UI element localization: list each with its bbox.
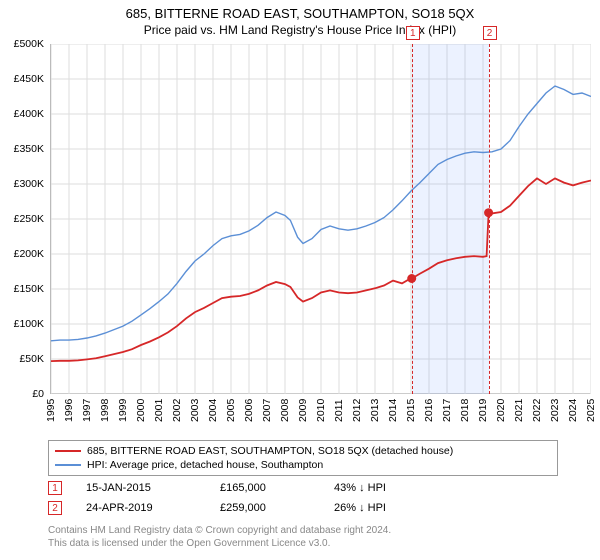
marker-row: 2 24-APR-2019 £259,000 26% ↓ HPI [48, 498, 558, 518]
series-svg [51, 44, 591, 394]
legend-label: HPI: Average price, detached house, Sout… [87, 459, 323, 471]
x-tick-label: 2006 [243, 399, 255, 422]
legend-row: HPI: Average price, detached house, Sout… [55, 458, 551, 472]
x-tick-label: 2014 [387, 399, 399, 422]
x-tick-label: 2020 [495, 399, 507, 422]
x-tick-label: 1996 [63, 399, 75, 422]
marker-dots [407, 208, 493, 283]
x-tick-label: 2022 [531, 399, 543, 422]
x-axis-labels: 1995199619971998199920002001200220032004… [50, 396, 590, 436]
legend-swatch [55, 450, 81, 452]
x-tick-label: 1997 [81, 399, 93, 422]
plot-area: 12 [50, 44, 590, 394]
x-tick-label: 2015 [405, 399, 417, 422]
marker-row-flag: 2 [48, 501, 62, 515]
x-tick-label: 2018 [459, 399, 471, 422]
marker-row-price: £165,000 [220, 482, 310, 494]
legend-label: 685, BITTERNE ROAD EAST, SOUTHAMPTON, SO… [87, 445, 453, 457]
x-tick-label: 2024 [567, 399, 579, 422]
marker-row-date: 15-JAN-2015 [86, 482, 196, 494]
footnote-line2: This data is licensed under the Open Gov… [48, 537, 391, 550]
y-tick-label: £400K [14, 108, 44, 120]
y-tick-label: £0 [32, 388, 44, 400]
y-axis-labels: £0£50K£100K£150K£200K£250K£300K£350K£400… [0, 44, 48, 394]
legend: 685, BITTERNE ROAD EAST, SOUTHAMPTON, SO… [48, 440, 558, 476]
marker-row-date: 24-APR-2019 [86, 502, 196, 514]
marker-row-flag: 1 [48, 481, 62, 495]
x-tick-label: 2016 [423, 399, 435, 422]
y-tick-label: £450K [14, 73, 44, 85]
x-tick-label: 2013 [369, 399, 381, 422]
marker-row-price: £259,000 [220, 502, 310, 514]
x-tick-label: 2003 [189, 399, 201, 422]
x-tick-label: 2025 [585, 399, 597, 422]
series-line-property [51, 178, 591, 361]
legend-row: 685, BITTERNE ROAD EAST, SOUTHAMPTON, SO… [55, 444, 551, 458]
x-tick-label: 1995 [45, 399, 57, 422]
x-tick-label: 2008 [279, 399, 291, 422]
chart-container: 685, BITTERNE ROAD EAST, SOUTHAMPTON, SO… [0, 0, 600, 560]
marker-flag: 2 [483, 26, 497, 40]
y-tick-label: £50K [19, 353, 44, 365]
x-tick-label: 2010 [315, 399, 327, 422]
x-tick-label: 2002 [171, 399, 183, 422]
marker-vline: 2 [489, 44, 490, 394]
x-tick-label: 2007 [261, 399, 273, 422]
x-tick-label: 2000 [135, 399, 147, 422]
chart-subtitle: Price paid vs. HM Land Registry's House … [0, 21, 600, 41]
marker-flag: 1 [406, 26, 420, 40]
x-tick-label: 2011 [333, 399, 345, 422]
series-line-hpi [51, 86, 591, 341]
x-tick-label: 2009 [297, 399, 309, 422]
y-tick-label: £250K [14, 213, 44, 225]
marker-row: 1 15-JAN-2015 £165,000 43% ↓ HPI [48, 478, 558, 498]
x-tick-label: 2012 [351, 399, 363, 422]
y-tick-label: £100K [14, 318, 44, 330]
footnote-line1: Contains HM Land Registry data © Crown c… [48, 524, 391, 537]
x-tick-label: 2021 [513, 399, 525, 422]
y-tick-label: £300K [14, 178, 44, 190]
marker-row-delta: 26% ↓ HPI [334, 502, 454, 514]
legend-swatch [55, 464, 81, 465]
x-tick-label: 1999 [117, 399, 129, 422]
footnote: Contains HM Land Registry data © Crown c… [48, 524, 391, 550]
markers-table: 1 15-JAN-2015 £165,000 43% ↓ HPI 2 24-APR-201… [48, 478, 558, 518]
x-tick-label: 2001 [153, 399, 165, 422]
y-tick-label: £200K [14, 248, 44, 260]
x-tick-label: 2023 [549, 399, 561, 422]
x-tick-label: 1998 [99, 399, 111, 422]
y-tick-label: £500K [14, 38, 44, 50]
marker-vline: 1 [412, 44, 413, 394]
x-tick-label: 2005 [225, 399, 237, 422]
marker-row-delta: 43% ↓ HPI [334, 482, 454, 494]
x-tick-label: 2017 [441, 399, 453, 422]
x-tick-label: 2019 [477, 399, 489, 422]
y-tick-label: £150K [14, 283, 44, 295]
chart-title: 685, BITTERNE ROAD EAST, SOUTHAMPTON, SO… [0, 0, 600, 21]
y-tick-label: £350K [14, 143, 44, 155]
x-tick-label: 2004 [207, 399, 219, 422]
series-group [51, 86, 591, 361]
